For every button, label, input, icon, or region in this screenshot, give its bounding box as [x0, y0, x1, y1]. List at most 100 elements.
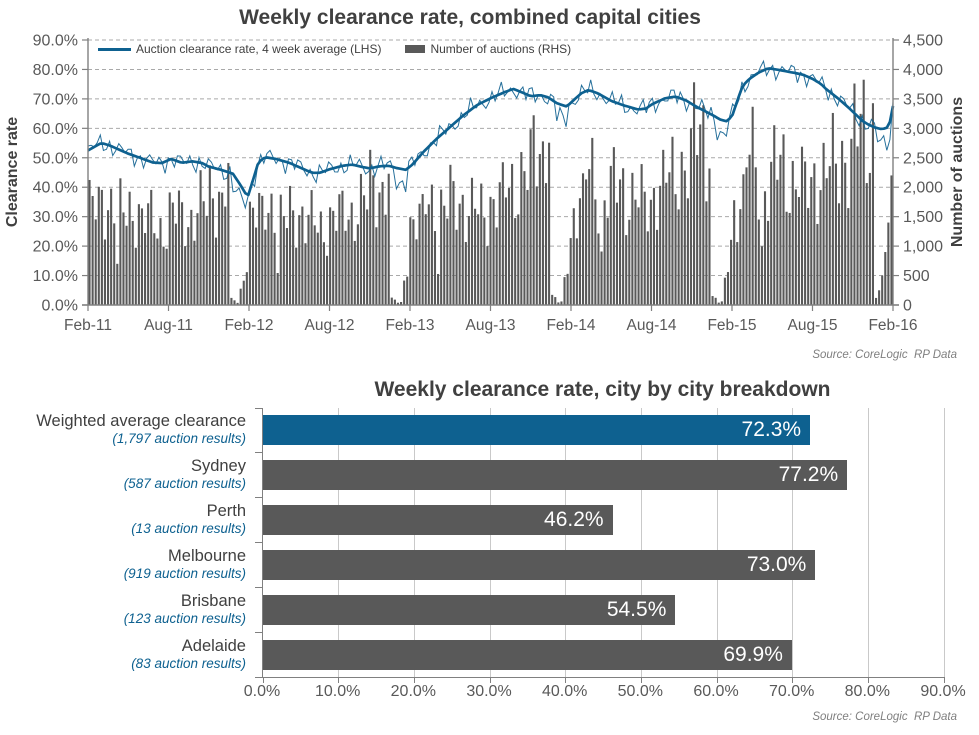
bottom-chart-plot: 72.3% 77.2% 46.2% 73.0% 54.5% 69.9% — [255, 407, 945, 683]
auction-count-bar — [665, 182, 668, 305]
auction-count-bar — [100, 189, 103, 305]
auction-count-bar — [874, 297, 878, 305]
auction-count-bar — [218, 191, 221, 305]
auction-count-bar — [544, 183, 548, 305]
auction-count-bar — [677, 209, 680, 305]
auction-count-bar — [683, 170, 686, 305]
auction-count-bar — [174, 223, 177, 305]
auction-count-bar — [467, 216, 470, 305]
clearance-bar-perth: 46.2% — [263, 505, 613, 536]
auction-count-bar — [347, 219, 350, 305]
auction-count-bar — [723, 277, 726, 305]
auction-count-bar — [742, 174, 745, 305]
top-chart-title: Weekly clearance rate, combined capital … — [239, 6, 701, 29]
bottom-x-axis-tick — [640, 677, 642, 683]
right-axis-tick-label: 1,500 — [903, 209, 943, 226]
auction-count-bar — [400, 302, 403, 305]
auction-count-bar — [689, 128, 693, 305]
auction-count-bar — [224, 206, 227, 305]
auction-count-bar — [693, 82, 696, 305]
auction-count-bar — [618, 179, 622, 305]
x-axis-tick-label: Aug-12 — [305, 317, 355, 334]
auction-count-bar — [97, 186, 100, 305]
auction-count-bar — [881, 275, 884, 305]
auction-count-bar — [150, 189, 153, 305]
auction-count-bar — [474, 208, 477, 305]
bottom-category-axis-tick — [255, 452, 263, 454]
bottom-x-axis-tick — [262, 677, 264, 683]
auction-count-bar — [726, 272, 730, 305]
auction-count-bar — [791, 160, 794, 305]
auction-count-bar — [245, 272, 248, 305]
auction-count-bar — [612, 147, 615, 305]
x-axis-tick-label: Aug-11 — [144, 317, 193, 334]
auction-count-bar — [267, 212, 270, 305]
auction-count-bar — [406, 276, 409, 305]
auction-count-bar — [841, 140, 844, 305]
auction-count-bar — [554, 297, 557, 305]
auction-count-bar — [91, 196, 94, 305]
auction-count-bar — [702, 105, 705, 305]
auction-count-bar — [356, 224, 359, 305]
auction-count-bar — [196, 213, 199, 305]
auction-count-bar — [794, 189, 797, 305]
auction-count-bar — [754, 167, 757, 305]
auction-count-bar — [273, 232, 276, 305]
auction-count-bar — [634, 199, 637, 305]
auction-count-bar — [637, 207, 640, 305]
auction-count-bar — [884, 252, 887, 305]
auction-count-bar — [412, 219, 415, 305]
auction-count-bar — [375, 227, 378, 305]
bottom-x-axis-tick-label: 90.0% — [920, 683, 966, 700]
clearance-4wk-average-line — [87, 67, 895, 197]
bar-value-label: 54.5% — [606, 597, 667, 621]
auction-count-bar — [304, 243, 307, 305]
auction-count-bar — [871, 103, 874, 305]
auction-count-bar — [868, 172, 871, 305]
weekly-clearance-line — [87, 59, 894, 210]
auction-count-bar — [785, 211, 788, 305]
auction-count-bar — [770, 161, 773, 305]
bottom-x-axis-tick — [716, 677, 718, 683]
auction-count-bar — [514, 218, 517, 305]
auction-count-bar — [859, 113, 862, 305]
auction-count-bar — [433, 231, 437, 305]
x-axis-tick-label: Feb-15 — [707, 317, 756, 334]
auction-count-bar — [819, 190, 822, 305]
x-axis-tick-label: Feb-13 — [385, 317, 434, 334]
auction-count-bar — [776, 179, 779, 305]
auction-count-bar — [699, 124, 702, 306]
auction-count-bar — [711, 296, 714, 305]
auction-count-bar — [646, 231, 649, 305]
x-axis-tick-label: Feb-16 — [868, 317, 917, 334]
auction-count-bar — [255, 227, 258, 305]
auction-count-bar — [477, 214, 480, 305]
auction-count-bar — [767, 220, 770, 305]
auction-count-bar — [625, 235, 628, 305]
category-auction-count: (1,797 auction results) — [112, 431, 246, 447]
auction-count-bar — [233, 300, 236, 305]
right-axis-tick-label: 0 — [903, 298, 912, 315]
bottom-x-axis-tick — [867, 677, 869, 683]
auction-count-bar — [538, 154, 541, 305]
auction-count-bar — [560, 301, 563, 305]
auction-count-bar — [461, 194, 464, 305]
bottom-x-axis-tick — [792, 677, 794, 683]
gridline-vertical — [943, 408, 945, 677]
auction-count-bar — [779, 154, 782, 305]
category-auction-count: (83 auction results) — [131, 655, 246, 671]
auction-count-bar — [680, 151, 683, 305]
gridline-vertical — [489, 408, 491, 677]
auction-count-bar — [788, 212, 791, 305]
auction-count-bar — [452, 181, 455, 305]
left-axis-tick-label: 40.0% — [33, 180, 78, 197]
auction-count-bar — [165, 248, 168, 305]
auction-count-bar — [409, 217, 412, 305]
right-axis-tick-label: 4,500 — [903, 33, 943, 50]
auction-count-bar — [674, 194, 677, 305]
auction-count-bar — [495, 227, 498, 305]
auction-count-bar — [591, 137, 594, 305]
left-axis-tick-label: 70.0% — [33, 91, 78, 108]
x-axis-tick-label: Feb-12 — [224, 317, 273, 334]
auction-count-bar — [131, 220, 134, 305]
